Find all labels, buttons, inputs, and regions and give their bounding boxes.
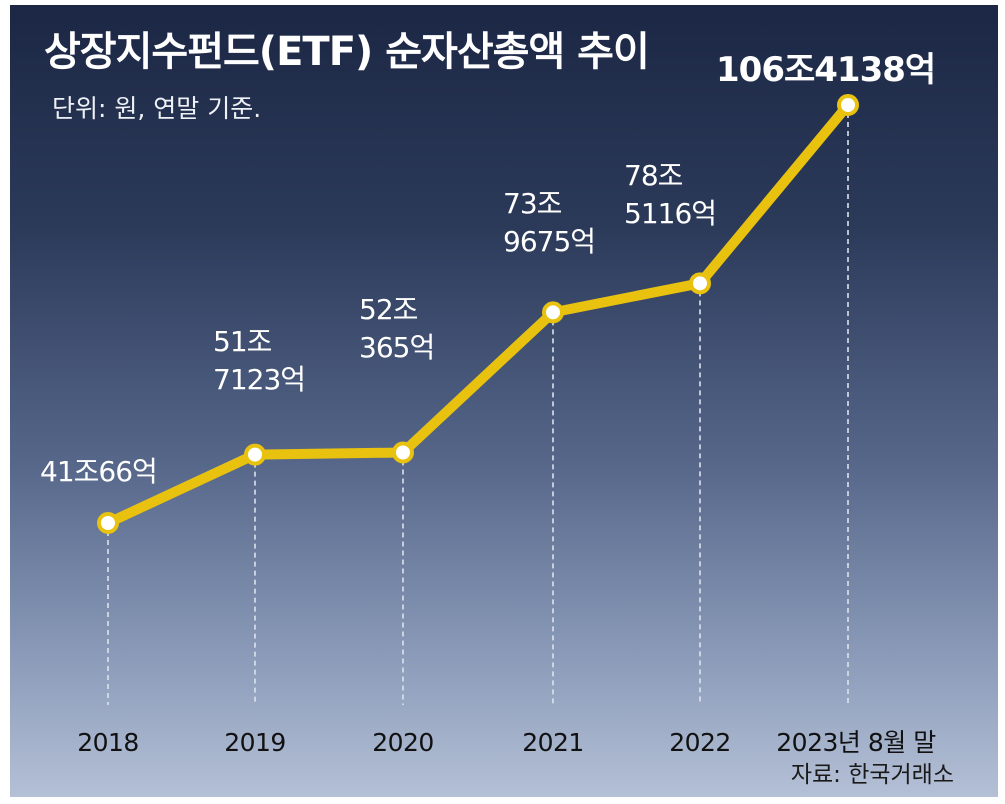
data-point-2021 bbox=[542, 301, 564, 324]
data-label-2018-line-1: 41조66억 bbox=[40, 455, 157, 488]
data-label-2019-line-2: 7123억 bbox=[213, 363, 305, 396]
data-label-2021-line-2: 9675억 bbox=[503, 225, 595, 258]
line-chart: 2018 2019 2020 2021 2022 2023년 8월 말 41조66억 51조 7… bbox=[40, 50, 937, 757]
data-point-2023 bbox=[837, 94, 859, 116]
series-line bbox=[103, 100, 853, 528]
x-tick-label-2018: 2018 bbox=[77, 728, 139, 757]
chart-card: 상장지수펀드(ETF) 순자산총액 추이 단위: 원, 연말 기준. 2018 2… bbox=[10, 5, 998, 797]
source-note: 자료: 한국거래소 bbox=[790, 762, 954, 788]
data-label-2019-line-1: 51조 bbox=[213, 325, 272, 358]
data-label-2020-line-2: 365억 bbox=[359, 331, 434, 364]
data-label-2023-line-1: 106조4138억 bbox=[716, 50, 935, 90]
chart-subtitle: 단위: 원, 연말 기준. bbox=[52, 94, 262, 123]
data-label-2020-line-1: 52조 bbox=[359, 293, 418, 326]
x-tick-label-2023: 2023년 8월 말 bbox=[776, 728, 936, 757]
x-tick-label-2019: 2019 bbox=[224, 728, 286, 757]
x-tick-label-2022: 2022 bbox=[669, 728, 731, 757]
data-point-2018 bbox=[97, 512, 119, 534]
data-point-2020 bbox=[392, 441, 414, 464]
data-point-2019 bbox=[244, 443, 266, 466]
chart-title: 상장지수펀드(ETF) 순자산총액 추이 bbox=[44, 29, 650, 75]
x-tick-label-2020: 2020 bbox=[372, 728, 434, 757]
data-point-2022 bbox=[689, 272, 711, 295]
data-label-2022-line-1: 78조 bbox=[624, 159, 683, 192]
data-label-2022-line-2: 5116억 bbox=[624, 197, 716, 230]
x-tick-label-2021: 2021 bbox=[522, 728, 584, 757]
data-label-2021-line-1: 73조 bbox=[503, 187, 562, 220]
